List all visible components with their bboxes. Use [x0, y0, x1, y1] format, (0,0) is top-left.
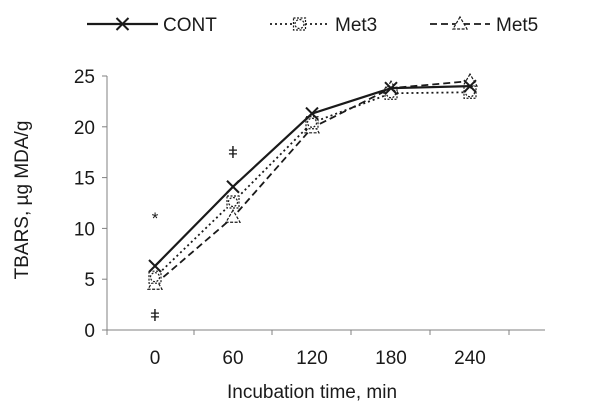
- significance-mark: ǂ: [150, 306, 160, 325]
- x-tick-label: 60: [222, 348, 243, 369]
- data-point-met5-triangle: [224, 209, 242, 223]
- data-point-met3: [463, 85, 477, 99]
- y-tick-label: 25: [74, 67, 95, 88]
- y-tick-label: 20: [74, 118, 95, 139]
- legend-label-met5: Met5: [496, 15, 538, 36]
- data-point-cont-stroke-b: [463, 79, 477, 93]
- x-axis-title: Incubation time, min: [227, 382, 397, 403]
- data-point-cont: [463, 79, 477, 93]
- data-point-cont-stroke-b: [226, 180, 240, 194]
- data-point-met3-circle: [464, 87, 476, 98]
- data-point-met3: [305, 116, 319, 130]
- legend-marker-met5: [451, 15, 469, 30]
- legend-marker-met5-triangle: [451, 15, 469, 30]
- y-axis-title: TBARS, µg MDA/g: [12, 121, 33, 280]
- data-point-met3: [226, 195, 240, 209]
- legend-marker-cont-stroke-b: [115, 17, 130, 31]
- data-point-met3-square: [148, 270, 162, 284]
- data-point-met3-circle: [149, 272, 161, 283]
- annotations: * ǂ ǂ: [150, 143, 238, 325]
- series-met3: [148, 85, 477, 284]
- y-tick-label: 0: [84, 321, 95, 342]
- legend-item-met3: Met3: [270, 15, 377, 36]
- data-point-cont: [226, 180, 240, 194]
- axes: 0 5 10 15 20 25 0 60 120 180 240 Incubation time, m…: [12, 67, 545, 403]
- y-tick-label: 5: [84, 270, 95, 291]
- data-point-cont-stroke-b: [305, 106, 319, 121]
- legend-marker-met3-circle: [294, 18, 305, 30]
- series-met5: [146, 72, 479, 290]
- data-point-cont: [384, 81, 398, 95]
- series-cont: [148, 79, 477, 273]
- x-tick-label: 180: [375, 348, 407, 369]
- legend-marker-met3: [292, 17, 307, 31]
- data-point-met3-circle: [227, 196, 239, 208]
- data-point-cont: [148, 259, 162, 273]
- x-tick-label: 0: [150, 348, 161, 369]
- x-tick-label: 120: [296, 348, 328, 369]
- data-point-cont: [305, 106, 319, 121]
- data-point-met3-circle: [306, 117, 318, 128]
- legend-label-cont: CONT: [163, 15, 217, 36]
- series-line-met5: [154, 80, 471, 285]
- data-point-met3-square: [305, 116, 319, 130]
- data-point-cont-stroke-b: [384, 81, 398, 95]
- data-point-cont-stroke-b: [148, 259, 162, 273]
- legend: CONT Met3 Met5: [87, 15, 538, 36]
- y-tick-label: 10: [74, 219, 95, 240]
- legend-marker-met3-square: [292, 17, 307, 31]
- y-tick-label: 15: [74, 169, 95, 190]
- legend-label-met3: Met3: [335, 15, 377, 36]
- significance-mark: ǂ: [228, 143, 238, 162]
- data-point-met5: [224, 209, 242, 223]
- legend-item-met5: Met5: [430, 15, 538, 36]
- x-tick-label: 240: [454, 348, 486, 369]
- series-layer: [146, 72, 479, 290]
- legend-item-cont: CONT: [87, 15, 217, 36]
- data-point-met3: [148, 270, 162, 284]
- legend-marker-cont: [115, 17, 130, 31]
- data-point-met3-square: [226, 195, 240, 209]
- significance-mark: *: [152, 209, 159, 228]
